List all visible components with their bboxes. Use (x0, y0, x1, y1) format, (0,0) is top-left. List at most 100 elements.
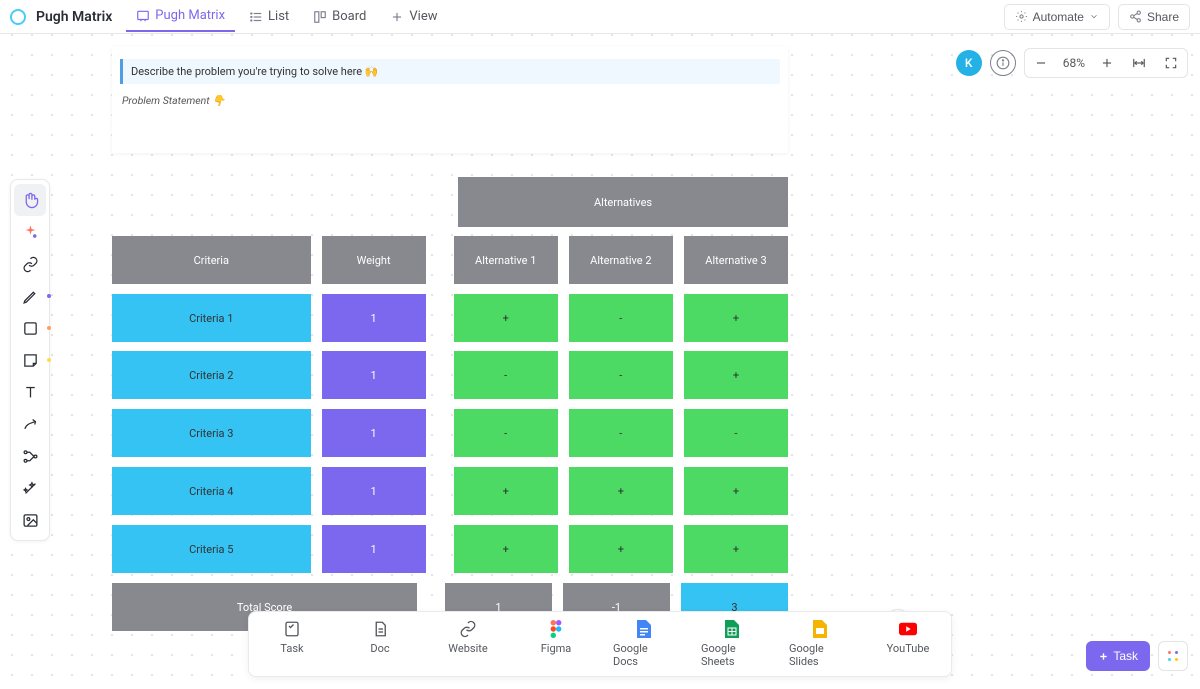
fullscreen-button[interactable] (1155, 49, 1187, 77)
alt-header[interactable]: Alternative 2 (569, 236, 673, 284)
sticky-note-icon (22, 352, 39, 369)
dock-item-google-docs[interactable]: Google Docs (613, 620, 675, 668)
value-cell[interactable]: - (454, 409, 558, 457)
image-icon (22, 512, 39, 529)
apps-button[interactable] (1158, 641, 1188, 671)
link-icon (22, 256, 39, 273)
value-cell[interactable]: + (684, 294, 788, 342)
tool-magic[interactable] (14, 472, 46, 504)
weight-cell[interactable]: 1 (322, 294, 426, 342)
dock-item-youtube[interactable]: YouTube (877, 620, 939, 668)
sparkle-icon (22, 224, 39, 241)
tool-connector[interactable] (14, 248, 46, 280)
callout-box[interactable]: Describe the problem you're trying to so… (120, 59, 780, 84)
weight-cell[interactable]: 1 (322, 467, 426, 515)
dock-item-task[interactable]: Task (261, 620, 323, 668)
document-title[interactable]: Pugh Matrix (36, 9, 112, 25)
zoom-out-button[interactable] (1025, 49, 1057, 77)
dock-item-label: Task (280, 642, 303, 655)
value-cell[interactable]: + (569, 525, 673, 573)
tool-arrow[interactable] (14, 408, 46, 440)
tool-ai[interactable] (14, 216, 46, 248)
zoom-controls: 68% (1024, 48, 1188, 78)
gsheets-icon (723, 620, 741, 638)
criteria-cell[interactable]: Criteria 3 (112, 409, 311, 457)
tab-label: Pugh Matrix (155, 8, 225, 23)
link-icon (459, 620, 477, 638)
criteria-cell[interactable]: Criteria 5 (112, 525, 311, 573)
criteria-cell[interactable]: Criteria 4 (112, 467, 311, 515)
value-cell[interactable]: + (684, 525, 788, 573)
value-cell[interactable]: + (684, 351, 788, 399)
gdocs-icon (635, 620, 653, 638)
dock-item-figma[interactable]: Figma (525, 620, 587, 668)
automate-label: Automate (1033, 10, 1084, 24)
weight-cell[interactable]: 1 (322, 409, 426, 457)
weight-header[interactable]: Weight (322, 236, 426, 284)
value-cell[interactable]: - (569, 294, 673, 342)
criteria-cell[interactable]: Criteria 1 (112, 294, 311, 342)
plus-icon (1100, 56, 1114, 70)
value-cell[interactable]: - (454, 351, 558, 399)
tool-sticky[interactable] (14, 344, 46, 376)
tab-whiteboard[interactable]: Pugh Matrix (126, 1, 235, 32)
value-cell[interactable]: + (569, 467, 673, 515)
tool-text[interactable] (14, 376, 46, 408)
weight-cell[interactable]: 1 (322, 351, 426, 399)
value-cell[interactable]: + (684, 467, 788, 515)
zoom-in-button[interactable] (1091, 49, 1123, 77)
wand-icon (22, 480, 39, 497)
weight-cell[interactable]: 1 (322, 525, 426, 573)
value-cell[interactable]: + (454, 525, 558, 573)
dock-item-label: Google Docs (613, 642, 675, 668)
new-task-button[interactable]: Task (1086, 641, 1150, 671)
tool-pen[interactable] (14, 280, 46, 312)
plus-icon (390, 10, 404, 24)
dock-item-label: Figma (541, 642, 572, 655)
dock-item-label: Google Sheets (701, 642, 763, 668)
diagram-icon (22, 448, 39, 465)
tab-label: Board (332, 9, 366, 24)
value-cell[interactable]: - (569, 409, 673, 457)
pen-icon (22, 288, 39, 305)
dock-item-doc[interactable]: Doc (349, 620, 411, 668)
fit-width-button[interactable] (1123, 49, 1155, 77)
automate-button[interactable]: Automate (1004, 4, 1110, 30)
alt-header[interactable]: Alternative 1 (454, 236, 558, 284)
chevron-down-icon (1089, 10, 1099, 23)
automation-icon (1015, 10, 1028, 23)
dock-item-google-slides[interactable]: Google Slides (789, 620, 851, 668)
value-cell[interactable]: - (569, 351, 673, 399)
tab-board[interactable]: Board (303, 2, 376, 31)
value-cell[interactable]: + (454, 467, 558, 515)
share-button[interactable]: Share (1118, 4, 1190, 30)
tool-hand[interactable] (14, 184, 46, 216)
alt-header[interactable]: Alternative 3 (684, 236, 788, 284)
bottom-right-actions: Task (1086, 641, 1188, 671)
list-icon (249, 10, 263, 24)
info-button[interactable] (990, 50, 1016, 76)
matrix-spacer (112, 177, 430, 227)
tool-shape[interactable] (14, 312, 46, 344)
criteria-header[interactable]: Criteria (112, 236, 311, 284)
plus-icon (1098, 651, 1109, 662)
youtube-icon (899, 620, 917, 638)
alternatives-header[interactable]: Alternatives (458, 177, 788, 227)
doc-icon (371, 620, 389, 638)
app-logo-icon (10, 9, 26, 25)
dock-item-website[interactable]: Website (437, 620, 499, 668)
tab-list[interactable]: List (239, 2, 299, 31)
dock-item-label: Google Slides (789, 642, 851, 668)
value-cell[interactable]: - (684, 409, 788, 457)
tool-diagram[interactable] (14, 440, 46, 472)
task-icon (283, 620, 301, 638)
user-avatar[interactable]: K (956, 50, 982, 76)
dock-item-google-sheets[interactable]: Google Sheets (701, 620, 763, 668)
zoom-level[interactable]: 68% (1057, 56, 1091, 70)
add-view-button[interactable]: View (380, 2, 447, 31)
criteria-cell[interactable]: Criteria 2 (112, 351, 311, 399)
tool-image[interactable] (14, 504, 46, 536)
tab-label: List (268, 9, 289, 24)
value-cell[interactable]: + (454, 294, 558, 342)
problem-statement-card[interactable]: Describe the problem you're trying to so… (112, 47, 788, 153)
